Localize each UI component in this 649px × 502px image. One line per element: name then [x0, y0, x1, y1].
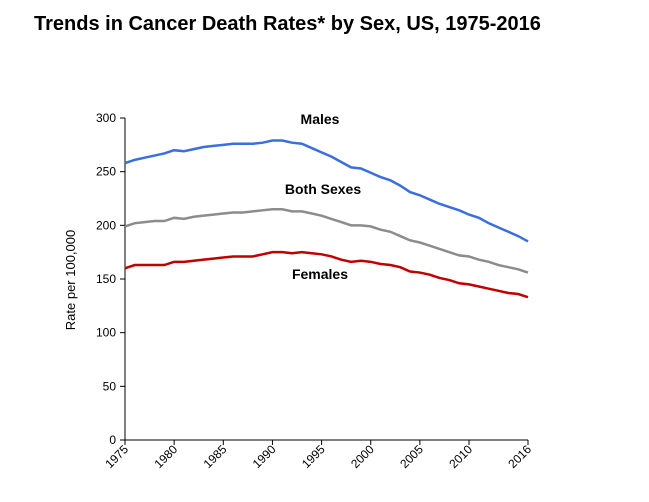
chart-title: Trends in Cancer Death Rates* by Sex, US…: [34, 13, 541, 35]
y-tick-label: 250: [96, 165, 116, 179]
series-label: Females: [292, 266, 348, 282]
series-line: [124, 250, 529, 299]
y-tick-label: 0: [109, 433, 116, 447]
y-tick-label: 50: [103, 379, 117, 393]
y-tick-label: 150: [96, 272, 116, 286]
y-tick-label: 100: [96, 326, 116, 340]
x-tick-label: 1980: [151, 442, 180, 471]
series-label: Both Sexes: [285, 181, 361, 197]
x-tick-label: 1995: [299, 442, 328, 471]
x-tick-label: 2016: [505, 442, 534, 471]
series-line: [124, 139, 529, 243]
y-axis-label: Rate per 100,000: [63, 230, 78, 330]
series-label: Males: [301, 111, 340, 127]
x-tick-label: 1990: [250, 442, 279, 471]
x-tick-label: 1975: [102, 442, 131, 471]
series-line: [124, 207, 529, 274]
x-tick-label: 2010: [446, 442, 475, 471]
x-tick-label: 1985: [201, 442, 230, 471]
x-tick-label: 2000: [348, 442, 377, 471]
y-tick-label: 200: [96, 218, 116, 232]
y-tick-label: 300: [96, 111, 116, 125]
x-tick-label: 2005: [397, 442, 426, 471]
